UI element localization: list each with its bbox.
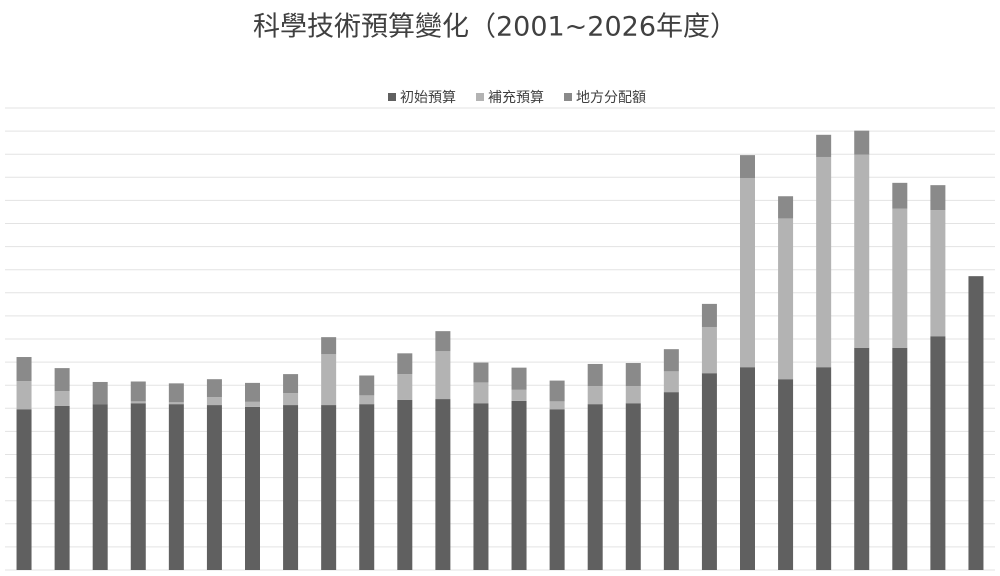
bar-segment xyxy=(206,397,222,406)
bar-segment xyxy=(397,399,413,570)
legend-swatch xyxy=(476,93,484,101)
bar-segment xyxy=(854,130,870,155)
bar-segment xyxy=(168,404,184,570)
bar-segment xyxy=(740,178,755,368)
bar-segment xyxy=(321,405,337,570)
bar-segment xyxy=(168,402,184,405)
bar-segment xyxy=(587,404,603,570)
bar-segment xyxy=(435,351,451,400)
bar-segment xyxy=(435,331,451,352)
bar-segment xyxy=(663,349,679,372)
bar-segment xyxy=(16,381,32,410)
bar-segment xyxy=(778,196,794,219)
bar-segment xyxy=(511,367,527,390)
bar-segment xyxy=(92,404,108,570)
bar-segment xyxy=(245,382,260,402)
bar-segment xyxy=(206,379,222,398)
bar-segment xyxy=(892,208,908,348)
legend-label: 補充預算 xyxy=(488,90,544,106)
bar-segment xyxy=(54,368,70,392)
bar-segment xyxy=(359,395,375,405)
bar-segment xyxy=(245,406,260,570)
bar-segment xyxy=(130,401,146,404)
legend-label: 初始預算 xyxy=(400,89,456,106)
legend-label: 地方分配額 xyxy=(576,90,646,106)
bar-segment xyxy=(854,154,870,348)
bar-segment xyxy=(397,374,413,400)
bar-segment xyxy=(587,386,603,405)
bar-segment xyxy=(54,405,70,570)
bar-segment xyxy=(625,363,641,387)
bar-segment xyxy=(930,185,946,211)
bar-segment xyxy=(587,363,603,387)
bar-segment xyxy=(740,155,755,179)
bar-segment xyxy=(511,389,527,401)
bar-segment xyxy=(778,379,794,570)
bar-segment xyxy=(701,326,717,374)
bar-segment xyxy=(283,405,299,570)
bar-segment xyxy=(321,337,337,355)
bar-segment xyxy=(473,362,489,383)
bar-segment xyxy=(816,367,832,570)
bar-segment xyxy=(16,357,32,382)
bar-segment xyxy=(130,381,146,402)
legend-swatch xyxy=(388,93,396,101)
bar-segment xyxy=(930,210,946,337)
bar-segment xyxy=(549,409,565,570)
bar-segment xyxy=(54,391,70,406)
bar-segment xyxy=(245,401,260,407)
legend-swatch xyxy=(564,93,572,101)
bar-segment xyxy=(892,182,908,209)
bar-segment xyxy=(92,381,108,405)
bar-segment xyxy=(968,276,984,570)
bar-segment xyxy=(625,386,641,404)
bar-segment xyxy=(16,409,32,570)
bar-segment xyxy=(473,403,489,570)
bar-segment xyxy=(663,392,679,570)
bar-segment xyxy=(701,303,717,327)
bar-segment xyxy=(549,380,565,402)
bar-segment xyxy=(625,403,641,570)
bar-segment xyxy=(283,393,299,406)
bar-segment xyxy=(435,399,451,570)
bar-segment xyxy=(663,371,679,393)
bar-segment xyxy=(816,156,832,368)
bar-segment xyxy=(130,403,146,570)
bar-segment xyxy=(359,404,375,570)
bar-segment xyxy=(740,367,755,570)
bar-segment xyxy=(359,375,375,396)
bar-segment xyxy=(511,400,527,570)
bar-segment xyxy=(283,374,299,394)
bar-segment xyxy=(892,347,908,570)
bar-segment xyxy=(816,134,832,157)
bar-segment xyxy=(168,383,184,403)
bar-segment xyxy=(930,336,946,570)
bar-segment xyxy=(206,405,222,570)
bar-segment xyxy=(854,347,870,570)
bar-segment xyxy=(397,353,413,375)
bar-segment xyxy=(549,401,565,410)
bar-segment xyxy=(321,354,337,406)
chart-title: 科學技術預算變化（2001~2026年度） xyxy=(253,12,737,43)
bar-segment xyxy=(701,373,717,570)
bar-segment xyxy=(778,218,794,380)
bar-segment xyxy=(473,382,489,404)
